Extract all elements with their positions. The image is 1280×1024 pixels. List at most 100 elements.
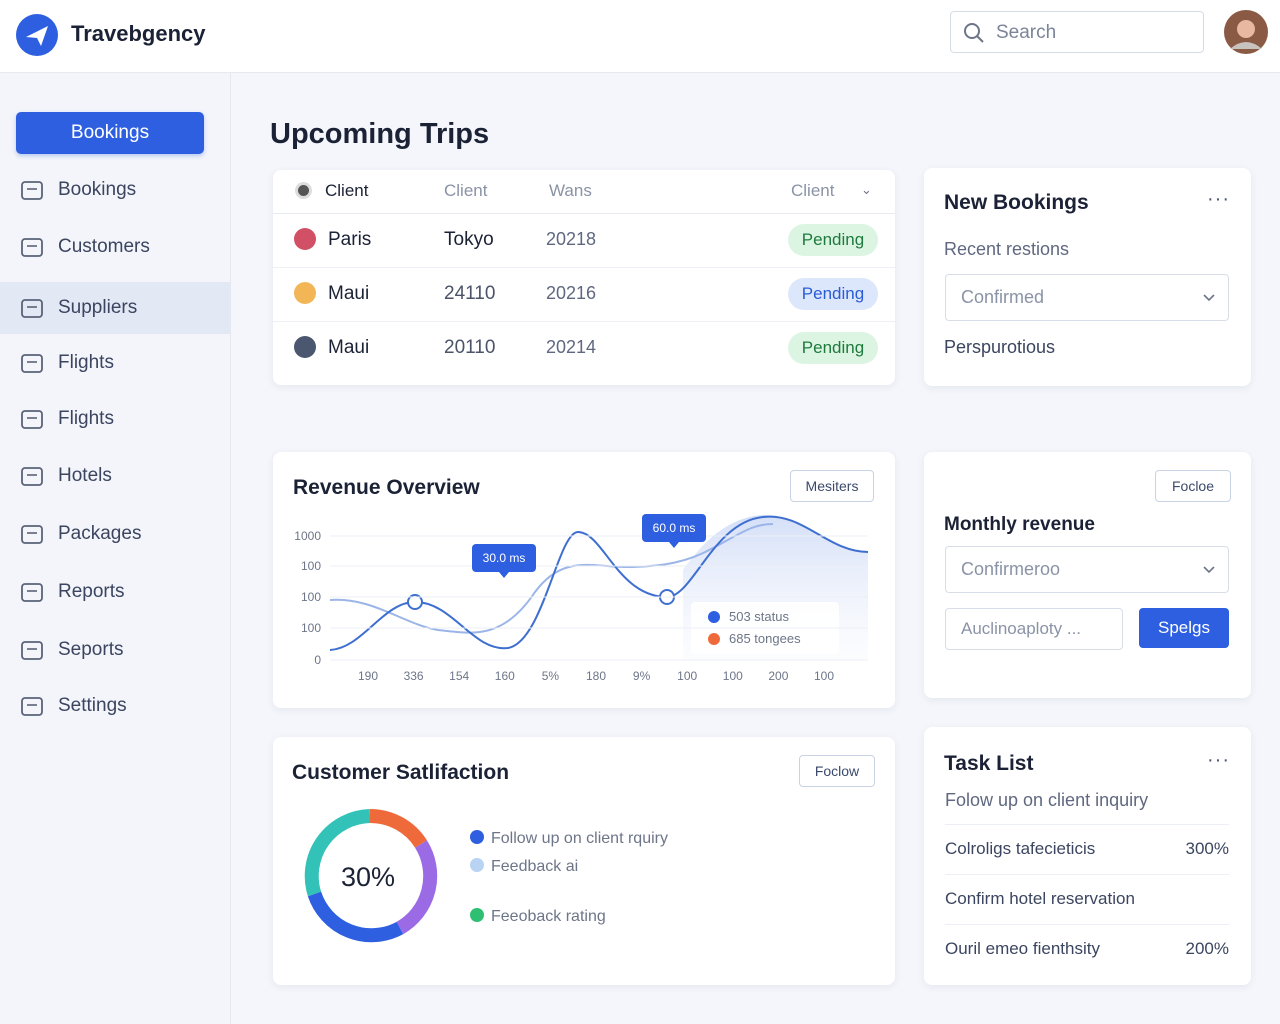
- nav-item[interactable]: Hotels: [0, 450, 230, 502]
- card-subtitle: Recent restions: [944, 239, 1070, 259]
- icon-shape: [21, 410, 43, 429]
- nav-icon: [21, 525, 43, 544]
- legend-dot: [470, 830, 484, 844]
- active-button[interactable]: Bookings: [16, 112, 204, 154]
- table-row: Maui 20110 20214 Pending: [273, 321, 895, 375]
- nav-item[interactable]: Flights: [0, 393, 230, 445]
- nav-item[interactable]: Customers: [0, 221, 230, 273]
- callout-label: 30.0 ms: [483, 551, 526, 565]
- callout-tip: [499, 572, 509, 578]
- task-value: 200%: [1185, 939, 1229, 958]
- nav-icon: [21, 410, 43, 429]
- point: [407, 594, 423, 610]
- trips-table: Client Client Wans Client ⌄ Paris Tokyo 20218 Pe…: [273, 170, 895, 385]
- legend-label: Follow up on client rquiry: [491, 830, 668, 847]
- nav-item[interactable]: Suppliers: [0, 282, 230, 334]
- nav-label: Bookings: [58, 179, 137, 200]
- x-tick-label: 9%: [633, 669, 651, 683]
- input[interactable]: Auclinoaploty ...: [945, 608, 1123, 650]
- legend-label: Feedback ai: [491, 858, 578, 875]
- cell: Maui: [328, 337, 370, 358]
- action-button[interactable]: Spelgs: [1139, 608, 1229, 648]
- header-dot: [298, 185, 309, 196]
- y-tick-label: 100: [301, 621, 321, 635]
- x-tick-label: 100: [814, 669, 834, 683]
- button[interactable]: Foclow: [799, 755, 875, 787]
- legend-dot: [708, 633, 720, 645]
- nav-label: Packages: [58, 523, 142, 544]
- nav-icon: [21, 181, 43, 200]
- nav-label: Seports: [58, 639, 124, 660]
- x-tick-label: 336: [404, 669, 424, 683]
- task-text: Confirm hotel reservation: [945, 889, 1135, 908]
- menu-dots[interactable]: ···: [1207, 188, 1230, 210]
- menu-dots[interactable]: ···: [1207, 749, 1230, 771]
- task-row: Colroligs tafecieticis 300%: [945, 824, 1229, 875]
- cell: 20218: [546, 229, 597, 249]
- nav-item[interactable]: Packages: [0, 508, 230, 560]
- x-tick-label: 180: [586, 669, 606, 683]
- select[interactable]: Confirmeroo: [945, 546, 1229, 593]
- nav-item[interactable]: Seports: [0, 624, 230, 676]
- table-row: Paris Tokyo 20218 Pending: [273, 213, 895, 268]
- icon-shape: [21, 697, 43, 716]
- column-header: Wans: [549, 181, 592, 200]
- nav-item[interactable]: Bookings: [0, 164, 230, 216]
- button[interactable]: Focloe: [1155, 470, 1231, 502]
- sidebar: Bookings Bookings Customers Suppliers Fligh…: [0, 73, 231, 1024]
- icon-shape: [21, 299, 43, 318]
- icon-shape: [21, 641, 43, 660]
- column-header: Client: [325, 181, 369, 200]
- nav-label: Reports: [58, 581, 125, 602]
- card-title: Monthly revenue: [944, 514, 1095, 535]
- column-header: Client: [791, 181, 835, 200]
- section-title: Upcoming Trips: [270, 118, 490, 150]
- icon-shape: [21, 181, 43, 200]
- x-tick-label: 5%: [542, 669, 560, 683]
- legend-dot: [708, 611, 720, 623]
- x-tick-label: 190: [358, 669, 378, 683]
- avatar[interactable]: [1223, 9, 1269, 55]
- task-text: Ouril emeo fienthsity: [945, 939, 1100, 958]
- column-header: Client: [444, 181, 488, 200]
- search-icon: [964, 23, 984, 43]
- card-title: New Bookings: [944, 191, 1089, 214]
- y-tick-label: 1000: [294, 529, 321, 543]
- logo[interactable]: [15, 13, 59, 57]
- legend-label: 503 status: [729, 609, 789, 624]
- icon-shape: [21, 467, 43, 486]
- nav-icon: [21, 238, 43, 257]
- card-title: Customer Satlifaction: [292, 761, 510, 784]
- callout-label: 60.0 ms: [653, 521, 696, 535]
- nav-icon: [21, 697, 43, 716]
- nav-item[interactable]: Settings: [0, 680, 230, 732]
- nav-item[interactable]: Reports: [0, 566, 230, 618]
- nav-label: Customers: [58, 236, 150, 257]
- cell: 20216: [546, 283, 597, 303]
- nav-icon: [21, 354, 43, 373]
- status-badge: Pending: [788, 278, 878, 310]
- chevron: [1203, 566, 1215, 574]
- revenue-chart: 503 status 685 tongees 10001001001000190…: [294, 514, 869, 683]
- table-row: Maui 24110 20216 Pending: [273, 267, 895, 322]
- legend-label: 685 tongees: [729, 631, 801, 646]
- callout: [472, 544, 536, 572]
- revenue-card: Revenue Overview Mesiters 503 status 685…: [273, 452, 895, 708]
- x-tick-label: 100: [723, 669, 743, 683]
- button[interactable]: Mesiters: [790, 470, 874, 502]
- nav-label: Hotels: [58, 465, 112, 486]
- cell: Tokyo: [444, 229, 494, 250]
- donut-segment: [369, 808, 427, 848]
- select[interactable]: Confirmed: [945, 274, 1229, 321]
- card-title: Task List: [944, 752, 1034, 775]
- search-box[interactable]: Search: [950, 11, 1204, 53]
- legend-label: Feeoback rating: [491, 908, 606, 925]
- status-badge: Pending: [788, 332, 878, 364]
- nav-icon: [21, 467, 43, 486]
- nav-label: Suppliers: [58, 297, 138, 318]
- nav-item[interactable]: Flights: [0, 337, 230, 389]
- task-row: Ouril emeo fienthsity 200%: [945, 924, 1229, 975]
- table-header: [273, 170, 895, 214]
